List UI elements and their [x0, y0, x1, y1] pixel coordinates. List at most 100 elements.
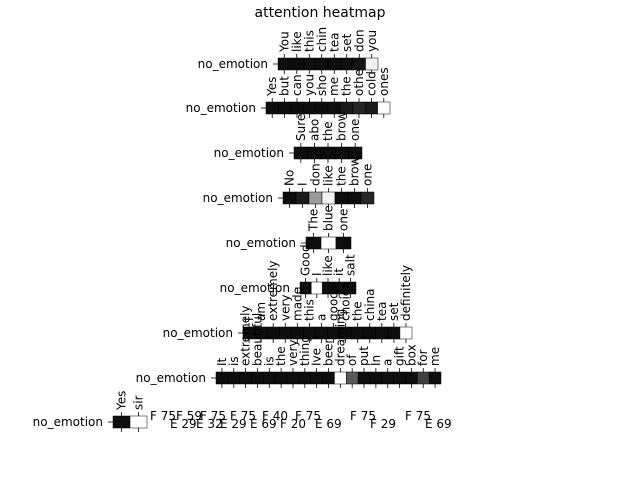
- bottom-label: F 75: [350, 409, 376, 423]
- bottom-label: F 29: [370, 417, 396, 431]
- token-label: of: [345, 354, 359, 366]
- heat-cell: [334, 371, 347, 385]
- heat-cell: [387, 326, 401, 340]
- token-label: Sure: [294, 114, 308, 141]
- bottom-label: F 20: [280, 417, 306, 431]
- heat-cell: [417, 371, 430, 385]
- token-label: this: [302, 299, 316, 321]
- token-label: Ive: [310, 348, 324, 366]
- chart-title: attention heatmap: [255, 5, 386, 21]
- heat-cell: [357, 371, 371, 385]
- token-label: china: [363, 289, 377, 322]
- heat-cell: [377, 101, 391, 115]
- token-label: sir: [132, 395, 146, 410]
- token-label: set: [387, 302, 401, 321]
- token-label: Yes: [115, 391, 129, 411]
- token-label: like: [322, 165, 336, 186]
- token-label: don: [352, 29, 366, 52]
- heat-cell: [315, 57, 329, 71]
- heat-cell: [393, 371, 406, 385]
- token-label: blue: [322, 205, 336, 231]
- token-label: definitely: [399, 265, 413, 321]
- heat-cell: [277, 57, 291, 71]
- token-label: me: [428, 347, 442, 366]
- bottom-label: F 75: [200, 409, 226, 423]
- token-label: dreaming: [333, 309, 347, 366]
- heat-cell: [352, 101, 366, 115]
- row-label: no_emotion: [33, 415, 103, 429]
- token-label: very: [278, 294, 292, 321]
- heat-cell: [315, 101, 329, 115]
- token-label: sho: [315, 75, 329, 96]
- token-label: but: [278, 76, 292, 96]
- token-label: one: [361, 164, 375, 186]
- token-label: a: [381, 359, 395, 366]
- token-label: put: [357, 346, 371, 366]
- token-label: I: [296, 182, 310, 186]
- token-label: made: [290, 287, 304, 321]
- token-label: Yes: [265, 77, 279, 97]
- heat-cell: [334, 146, 349, 160]
- token-label: extremely: [239, 305, 253, 366]
- token-label: tea: [327, 33, 341, 52]
- heat-cell: [381, 371, 394, 385]
- token-label: good: [327, 291, 341, 321]
- token-label: can: [290, 74, 304, 96]
- row-label: no_emotion: [198, 57, 268, 71]
- token-label: I: [310, 272, 324, 276]
- token-label: abo: [307, 119, 321, 141]
- heat-cell: [335, 236, 352, 250]
- row-label: no_emotion: [220, 281, 290, 295]
- token-label: me: [327, 77, 341, 96]
- row-label: no_emotion: [136, 371, 206, 385]
- heat-cell: [302, 101, 316, 115]
- row-label: no_emotion: [214, 146, 284, 160]
- row-label: no_emotion: [226, 236, 296, 250]
- heat-cell: [278, 101, 292, 115]
- bottom-label: E 29: [170, 417, 197, 431]
- heat-cell: [360, 191, 375, 205]
- token-label: the: [321, 121, 335, 141]
- row-label: no_emotion: [163, 326, 233, 340]
- token-label: No: [283, 170, 297, 186]
- token-label: chin: [315, 27, 329, 52]
- token-label: thing: [298, 335, 312, 366]
- token-label: The: [307, 209, 321, 232]
- token-label: the: [335, 166, 349, 186]
- bottom-label: E 69: [250, 417, 277, 431]
- heat-cell: [295, 191, 310, 205]
- token-label: set: [340, 33, 354, 52]
- token-label: been: [322, 336, 336, 366]
- token-label: the: [340, 76, 354, 96]
- heat-cell: [282, 191, 297, 205]
- heat-cell: [369, 371, 383, 385]
- token-label: it: [332, 268, 346, 276]
- token-label: ones: [377, 67, 391, 96]
- heat-cell: [320, 236, 337, 250]
- heat-cell: [290, 101, 304, 115]
- token-label: a: [314, 314, 328, 321]
- token-label: the: [351, 301, 365, 321]
- heat-cell: [278, 326, 292, 340]
- token-label: box: [404, 344, 418, 366]
- bottom-label: F 40: [262, 409, 288, 423]
- token-label: othe: [352, 69, 366, 96]
- heat-cell: [112, 415, 131, 429]
- row-label: no_emotion: [203, 191, 273, 205]
- heat-cell: [298, 371, 311, 385]
- heat-cell: [310, 371, 323, 385]
- heat-cell: [310, 281, 323, 295]
- heat-cell: [347, 191, 362, 205]
- heat-cell: [428, 371, 442, 385]
- token-label: It: [215, 357, 229, 366]
- heat-cell: [307, 146, 322, 160]
- heat-cell: [227, 371, 240, 385]
- heat-cell: [265, 101, 279, 115]
- token-label: like: [321, 255, 335, 276]
- token-label: you: [365, 30, 379, 52]
- bottom-label: E 69: [425, 417, 452, 431]
- token-label: brow: [348, 156, 362, 186]
- token-label: beautiful: [250, 313, 264, 366]
- token-label: You: [277, 31, 291, 53]
